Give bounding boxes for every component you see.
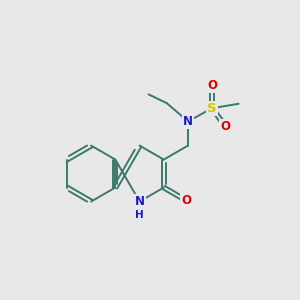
Text: O: O: [181, 194, 191, 207]
Text: H: H: [135, 210, 144, 220]
Text: O: O: [220, 120, 230, 133]
Text: S: S: [207, 102, 217, 115]
Text: N: N: [135, 195, 145, 208]
Text: N: N: [183, 115, 193, 128]
Text: O: O: [207, 79, 217, 92]
